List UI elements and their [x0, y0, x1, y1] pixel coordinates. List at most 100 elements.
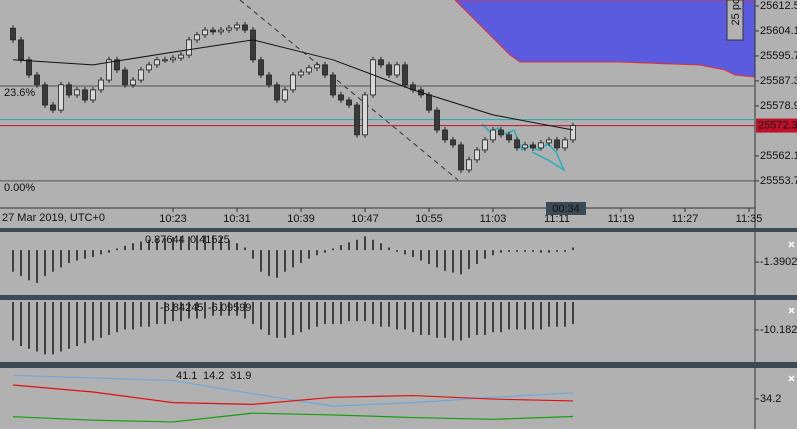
candle — [42, 84, 48, 106]
candle — [498, 129, 504, 136]
legend-value: 41.1 — [176, 370, 197, 382]
y-tick-label: 25604.1 — [760, 25, 797, 37]
candle — [282, 89, 288, 101]
close-icons[interactable] — [788, 241, 795, 382]
candle — [186, 39, 192, 56]
candle — [74, 89, 80, 96]
candle — [530, 144, 536, 149]
candle — [90, 89, 96, 101]
candle — [66, 84, 72, 96]
countdown: 00:34 — [552, 203, 580, 215]
x-tick-label: 11:35 — [736, 213, 763, 225]
candle — [442, 129, 448, 141]
legend-value: 0.41525 — [190, 234, 230, 246]
candle — [178, 54, 184, 59]
candle — [402, 64, 408, 86]
candle — [18, 39, 24, 61]
candle — [26, 59, 32, 76]
x-tick-label: 10:23 — [159, 213, 187, 225]
cloud-label-box — [726, 0, 744, 41]
y-tick-label: 25553.7 — [760, 175, 797, 187]
candle — [266, 74, 272, 86]
candle — [346, 99, 352, 106]
candle — [170, 57, 176, 61]
zigzag — [481, 123, 566, 172]
candle — [242, 24, 248, 31]
candle — [378, 59, 384, 66]
candle — [474, 149, 480, 161]
candle — [138, 69, 144, 81]
moving-average — [12, 39, 574, 131]
candle — [218, 29, 224, 33]
y-tick-label: 25595.7 — [760, 50, 797, 62]
x-tick-label: 11:27 — [672, 213, 699, 225]
legend-value: 31.9 — [230, 370, 251, 382]
candle — [354, 104, 360, 136]
candle — [82, 89, 88, 101]
candle — [298, 71, 304, 76]
y-tick-label: 25562.1 — [760, 150, 797, 162]
cloud-label: 25 pc — [730, 0, 742, 25]
candle — [450, 139, 456, 146]
x-tick-label: 10:39 — [287, 213, 315, 225]
candle — [570, 125, 576, 141]
candle — [146, 64, 152, 71]
candle — [522, 144, 528, 149]
candle — [562, 139, 568, 149]
indicator-line — [12, 384, 574, 405]
candle — [514, 139, 520, 149]
y-tick-label: 34.2 — [760, 393, 781, 405]
candle — [250, 29, 256, 61]
candle — [234, 24, 240, 29]
countdown-box — [546, 202, 586, 215]
fib-label: 23.6% — [4, 87, 35, 99]
candle — [194, 34, 200, 41]
candle — [58, 84, 64, 111]
candle — [154, 59, 160, 66]
x-tick-label: 11:11 — [544, 213, 570, 225]
candle — [338, 94, 344, 101]
candle — [314, 64, 320, 69]
candle — [490, 129, 496, 141]
candle — [322, 64, 328, 76]
candle — [122, 69, 128, 86]
candle — [394, 64, 400, 76]
pane-separator — [0, 362, 797, 368]
candle — [482, 139, 488, 151]
candle — [458, 144, 464, 171]
y-tick-label: 25578.9 — [760, 100, 797, 112]
candle — [98, 79, 104, 91]
candle — [538, 142, 544, 149]
pane-separator — [0, 295, 797, 300]
candle — [434, 109, 440, 131]
candle — [466, 159, 472, 171]
candle — [226, 27, 232, 31]
candle — [546, 139, 552, 144]
candle — [130, 79, 136, 86]
candle — [202, 29, 208, 36]
candle — [50, 104, 56, 111]
date-label: 27 Mar 2019, UTC+0 — [2, 212, 105, 224]
trend-line — [239, 0, 459, 181]
candle — [10, 27, 16, 41]
y-tick-label: -1.39025 — [760, 256, 797, 268]
candle — [426, 94, 432, 111]
candle — [274, 84, 280, 101]
candle — [34, 74, 40, 86]
candle — [306, 67, 312, 73]
candle — [258, 59, 264, 76]
candle — [290, 74, 296, 91]
candle — [106, 59, 112, 81]
candle — [386, 64, 392, 76]
candle — [362, 94, 368, 136]
candle — [330, 74, 336, 96]
price-tag — [756, 118, 797, 133]
x-tick-label: 10:47 — [351, 213, 379, 225]
y-tick-label: 25587.3 — [760, 75, 797, 87]
x-tick-label: 11:19 — [608, 213, 635, 225]
candle — [210, 29, 216, 33]
candle — [162, 59, 168, 62]
x-tick-label: 11:03 — [480, 213, 507, 225]
candle — [114, 59, 120, 71]
legend-value: 14.2 — [203, 370, 224, 382]
